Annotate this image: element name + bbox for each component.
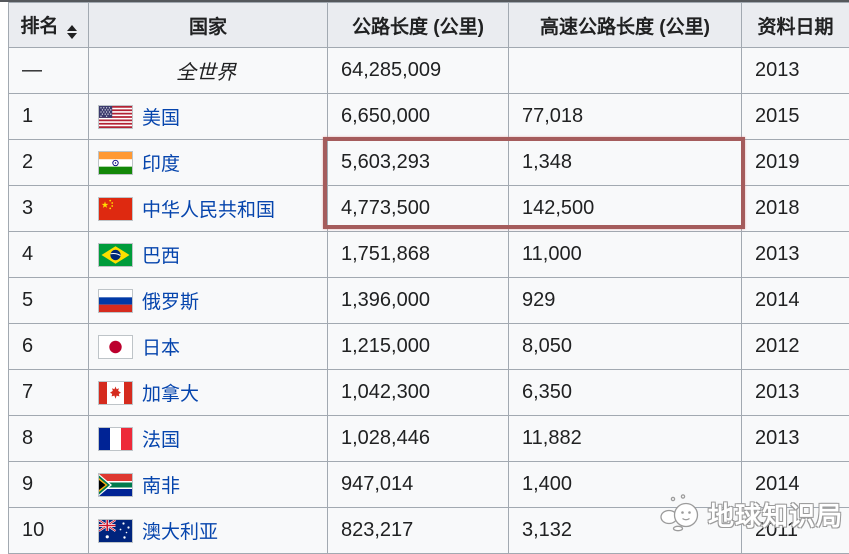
table-row-south-africa: 9 南非 947,014 1,400 2014 bbox=[9, 462, 849, 508]
rank-header-label: 排名 bbox=[20, 16, 58, 37]
table-row-world: — 全世界 64,285,009 2013 bbox=[9, 48, 849, 94]
table-row-brazil: 4 巴西 1,751,868 11,000 2013 bbox=[9, 232, 849, 278]
expressway-length-cell: 929 bbox=[509, 278, 742, 324]
rank-cell: 7 bbox=[9, 370, 89, 416]
table-row-canada: 7 加拿大 1,042,300 6,350 2013 bbox=[9, 370, 849, 416]
rank-cell: 4 bbox=[9, 232, 89, 278]
column-header-country: 国家 bbox=[89, 3, 328, 48]
table-row-china: 3 中华人民共和国 4,773,500 142,500 2018 bbox=[9, 186, 849, 232]
country-cell: 加拿大 bbox=[89, 370, 328, 416]
table-row-russia: 5 俄罗斯 1,396,000 929 2014 bbox=[9, 278, 849, 324]
sort-down-triangle-icon bbox=[67, 33, 77, 39]
column-header-expressway-length: 高速公路长度 (公里) bbox=[509, 3, 742, 48]
rank-cell: 10 bbox=[9, 508, 89, 554]
country-cell: 日本 bbox=[89, 324, 328, 370]
date-cell: 2018 bbox=[742, 186, 849, 232]
table-row-france: 8 法国 1,028,446 11,882 2013 bbox=[9, 416, 849, 462]
flag-canada-icon bbox=[99, 382, 132, 404]
date-cell: 2013 bbox=[742, 416, 849, 462]
column-header-road-length: 公路长度 (公里) bbox=[328, 3, 509, 48]
road-length-cell: 947,014 bbox=[328, 462, 509, 508]
road-length-cell: 6,650,000 bbox=[328, 94, 509, 140]
date-cell: 2013 bbox=[742, 370, 849, 416]
rank-cell: 3 bbox=[9, 186, 89, 232]
country-link[interactable]: 加拿大 bbox=[142, 384, 199, 405]
road-length-cell: 1,028,446 bbox=[328, 416, 509, 462]
date-cell: 2013 bbox=[742, 48, 849, 94]
roads-ranking-table: 排名 国家 公路长度 (公里) 高速公路长度 (公里) 资料日期 — 全世界 6… bbox=[8, 2, 849, 554]
country-cell: 南非 bbox=[89, 462, 328, 508]
date-cell: 2019 bbox=[742, 140, 849, 186]
country-link[interactable]: 中华人民共和国 bbox=[142, 200, 275, 221]
rank-cell: 8 bbox=[9, 416, 89, 462]
country-cell: 巴西 bbox=[89, 232, 328, 278]
expressway-length-cell: 11,000 bbox=[509, 232, 742, 278]
expressway-length-cell: 11,882 bbox=[509, 416, 742, 462]
rank-cell: 5 bbox=[9, 278, 89, 324]
rank-cell: 2 bbox=[9, 140, 89, 186]
date-cell: 2015 bbox=[742, 94, 849, 140]
flag-russia-icon bbox=[99, 290, 132, 312]
road-length-cell: 823,217 bbox=[328, 508, 509, 554]
expressway-length-cell: 8,050 bbox=[509, 324, 742, 370]
flag-australia-icon bbox=[99, 520, 132, 542]
country-cell: 俄罗斯 bbox=[89, 278, 328, 324]
country-link[interactable]: 南非 bbox=[142, 476, 180, 497]
road-length-cell: 1,042,300 bbox=[328, 370, 509, 416]
world-label: 全世界 bbox=[176, 62, 236, 84]
road-length-cell: 64,285,009 bbox=[328, 48, 509, 94]
rank-cell: 6 bbox=[9, 324, 89, 370]
column-header-date: 资料日期 bbox=[742, 3, 849, 48]
flag-united-states-icon bbox=[99, 106, 132, 128]
country-cell: 中华人民共和国 bbox=[89, 186, 328, 232]
country-link[interactable]: 法国 bbox=[142, 430, 180, 451]
date-cell: 2014 bbox=[742, 462, 849, 508]
date-cell: 2011 bbox=[742, 508, 849, 554]
expressway-length-cell: 1,400 bbox=[509, 462, 742, 508]
road-length-cell: 1,396,000 bbox=[328, 278, 509, 324]
country-link[interactable]: 印度 bbox=[142, 154, 180, 175]
road-length-cell: 1,215,000 bbox=[328, 324, 509, 370]
flag-china-icon bbox=[99, 198, 132, 220]
rank-cell: 9 bbox=[9, 462, 89, 508]
sort-up-triangle-icon bbox=[67, 25, 77, 31]
country-cell: 美国 bbox=[89, 94, 328, 140]
expressway-length-cell bbox=[509, 48, 742, 94]
country-link[interactable]: 日本 bbox=[142, 338, 180, 359]
date-cell: 2013 bbox=[742, 232, 849, 278]
flag-brazil-icon bbox=[99, 244, 132, 266]
country-cell: 全世界 bbox=[89, 48, 328, 94]
country-link[interactable]: 澳大利亚 bbox=[142, 522, 218, 543]
country-link[interactable]: 俄罗斯 bbox=[142, 292, 199, 313]
flag-india-icon bbox=[99, 152, 132, 174]
flag-france-icon bbox=[99, 428, 132, 450]
flag-japan-icon bbox=[99, 336, 132, 358]
rank-cell: — bbox=[9, 48, 89, 94]
date-cell: 2014 bbox=[742, 278, 849, 324]
flag-south-africa-icon bbox=[99, 474, 132, 496]
expressway-length-cell: 6,350 bbox=[509, 370, 742, 416]
table-row-australia: 10 澳大利亚 823,217 3,132 2011 bbox=[9, 508, 849, 554]
road-length-cell: 5,603,293 bbox=[328, 140, 509, 186]
rank-cell: 1 bbox=[9, 94, 89, 140]
country-cell: 澳大利亚 bbox=[89, 508, 328, 554]
expressway-length-cell: 1,348 bbox=[509, 140, 742, 186]
country-cell: 法国 bbox=[89, 416, 328, 462]
road-length-cell: 4,773,500 bbox=[328, 186, 509, 232]
expressway-length-cell: 3,132 bbox=[509, 508, 742, 554]
country-cell: 印度 bbox=[89, 140, 328, 186]
date-cell: 2012 bbox=[742, 324, 849, 370]
table-row-japan: 6 日本 1,215,000 8,050 2012 bbox=[9, 324, 849, 370]
expressway-length-cell: 142,500 bbox=[509, 186, 742, 232]
header-row: 排名 国家 公路长度 (公里) 高速公路长度 (公里) 资料日期 bbox=[9, 3, 849, 48]
country-link[interactable]: 美国 bbox=[142, 108, 180, 129]
expressway-length-cell: 77,018 bbox=[509, 94, 742, 140]
sort-icon[interactable] bbox=[67, 25, 77, 39]
column-header-rank[interactable]: 排名 bbox=[9, 3, 89, 48]
table-row-india: 2 印度 5,603,293 1,348 2019 bbox=[9, 140, 849, 186]
country-link[interactable]: 巴西 bbox=[142, 246, 180, 267]
table-row-usa: 1 美国 6,650,000 77,018 2015 bbox=[9, 94, 849, 140]
road-length-cell: 1,751,868 bbox=[328, 232, 509, 278]
